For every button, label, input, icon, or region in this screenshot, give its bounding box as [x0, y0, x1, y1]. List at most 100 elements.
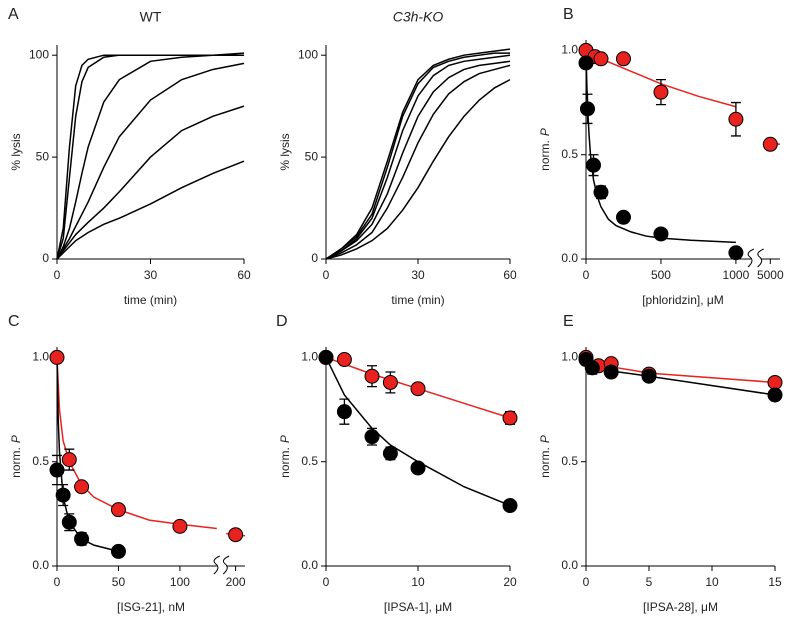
- data-point: [228, 527, 244, 543]
- data-point: [502, 410, 518, 426]
- y-axis-label: % lysis: [9, 133, 23, 170]
- x-tick-label: 30: [411, 268, 425, 282]
- x-axis-label: [IPSA-1], μM: [384, 600, 452, 614]
- x-tick-label: 5: [646, 575, 653, 589]
- y-tick-label: 0.0: [561, 558, 578, 572]
- x-tick-label: 30: [144, 268, 158, 282]
- lysis-curve: [325, 78, 511, 260]
- data-point: [502, 498, 518, 514]
- data-point: [110, 543, 126, 559]
- x-tick-label: 60: [503, 268, 517, 282]
- data-point: [728, 245, 744, 261]
- y-tick-label: 0: [42, 251, 49, 265]
- data-point: [728, 111, 744, 127]
- x-tick-label: 15: [768, 575, 782, 589]
- y-axis-label-symbol: P: [538, 435, 552, 443]
- data-point: [336, 404, 352, 420]
- panel-letter: B: [563, 6, 574, 23]
- x-tick-label: 0: [323, 575, 330, 589]
- axis-break: [747, 248, 755, 268]
- x-tick-label: 0: [323, 268, 330, 282]
- y-axis-label-text: % lysis: [9, 133, 23, 170]
- data-point: [653, 226, 669, 242]
- data-point: [593, 184, 609, 200]
- data-point: [762, 136, 778, 152]
- lysis-curve: [56, 62, 245, 260]
- y-tick-label: 0.0: [301, 558, 318, 572]
- y-tick-label: 1.0: [301, 350, 318, 364]
- y-tick-label: 0.5: [561, 147, 578, 161]
- y-axis-label-text: norm.: [538, 447, 552, 478]
- data-point: [172, 518, 188, 534]
- panel-letter: E: [563, 313, 574, 330]
- y-tick-label: 0.5: [32, 454, 49, 468]
- fit-curve: [325, 357, 511, 507]
- y-tick-label: 50: [36, 149, 50, 163]
- x-tick-label: 60: [237, 268, 251, 282]
- x-axis-label: [phloridzin], μM: [642, 293, 724, 307]
- y-tick-label: 0.0: [561, 251, 578, 265]
- y-axis-label-symbol: P: [9, 435, 23, 443]
- x-axis-label: [IPSA-28], μM: [643, 600, 718, 614]
- data-point: [410, 381, 426, 397]
- data-point: [49, 349, 65, 365]
- data-point: [382, 374, 398, 390]
- x-axis-label: [ISG-21], nM: [117, 600, 185, 614]
- data-point: [364, 368, 380, 384]
- y-axis-label: norm. P: [9, 435, 23, 478]
- data-point: [653, 84, 669, 100]
- x-tick-label: 0: [583, 575, 590, 589]
- y-tick-label: 100: [29, 47, 49, 61]
- panel-title: C3h-KO: [393, 9, 444, 25]
- y-axis-label: norm. P: [538, 435, 552, 478]
- data-point: [318, 349, 334, 365]
- x-tick-label: 500: [651, 268, 671, 282]
- y-axis-label: % lysis: [278, 133, 292, 170]
- data-point: [74, 479, 90, 495]
- data-point: [410, 460, 426, 476]
- y-axis-label-text: % lysis: [278, 133, 292, 170]
- data-point: [615, 51, 631, 67]
- data-point: [579, 101, 595, 117]
- x-axis-label: time (min): [391, 293, 444, 307]
- axis-break: [222, 555, 230, 575]
- x-axis-label: time (min): [124, 293, 177, 307]
- x-tick-label: 10: [705, 575, 719, 589]
- y-tick-label: 1.0: [561, 43, 578, 57]
- data-point: [49, 462, 65, 478]
- y-axis-label: norm. P: [538, 128, 552, 171]
- y-tick-label: 50: [305, 149, 319, 163]
- axis-break: [213, 555, 221, 575]
- y-axis-label-text: norm.: [538, 140, 552, 171]
- x-tick-label: 20: [503, 575, 517, 589]
- lysis-curve: [56, 160, 245, 260]
- y-axis-label-symbol: P: [278, 435, 292, 443]
- fit-curve: [56, 357, 119, 553]
- lysis-curve: [325, 48, 511, 260]
- y-tick-label: 0.0: [32, 558, 49, 572]
- data-point: [603, 364, 619, 380]
- y-tick-label: 1.0: [561, 350, 578, 364]
- data-point: [615, 209, 631, 225]
- axis-break: [757, 248, 764, 268]
- lysis-curve: [325, 52, 510, 260]
- x-tick-label: 0: [54, 575, 61, 589]
- y-axis-label-text: norm.: [278, 447, 292, 478]
- data-point: [336, 352, 352, 368]
- data-point: [382, 445, 398, 461]
- data-point: [110, 502, 126, 518]
- panel-letter: C: [8, 313, 20, 330]
- data-point: [61, 514, 77, 530]
- data-point: [55, 487, 71, 503]
- panel-title: WT: [140, 9, 162, 25]
- y-tick-label: 1.0: [32, 350, 49, 364]
- x-tick-label: 100: [170, 575, 190, 589]
- lysis-curve: [56, 52, 245, 260]
- lysis-curve: [56, 54, 244, 260]
- data-point: [584, 360, 600, 376]
- y-tick-label: 0.5: [301, 454, 318, 468]
- data-point: [74, 531, 90, 547]
- data-point: [61, 452, 77, 468]
- y-tick-label: 100: [298, 47, 318, 61]
